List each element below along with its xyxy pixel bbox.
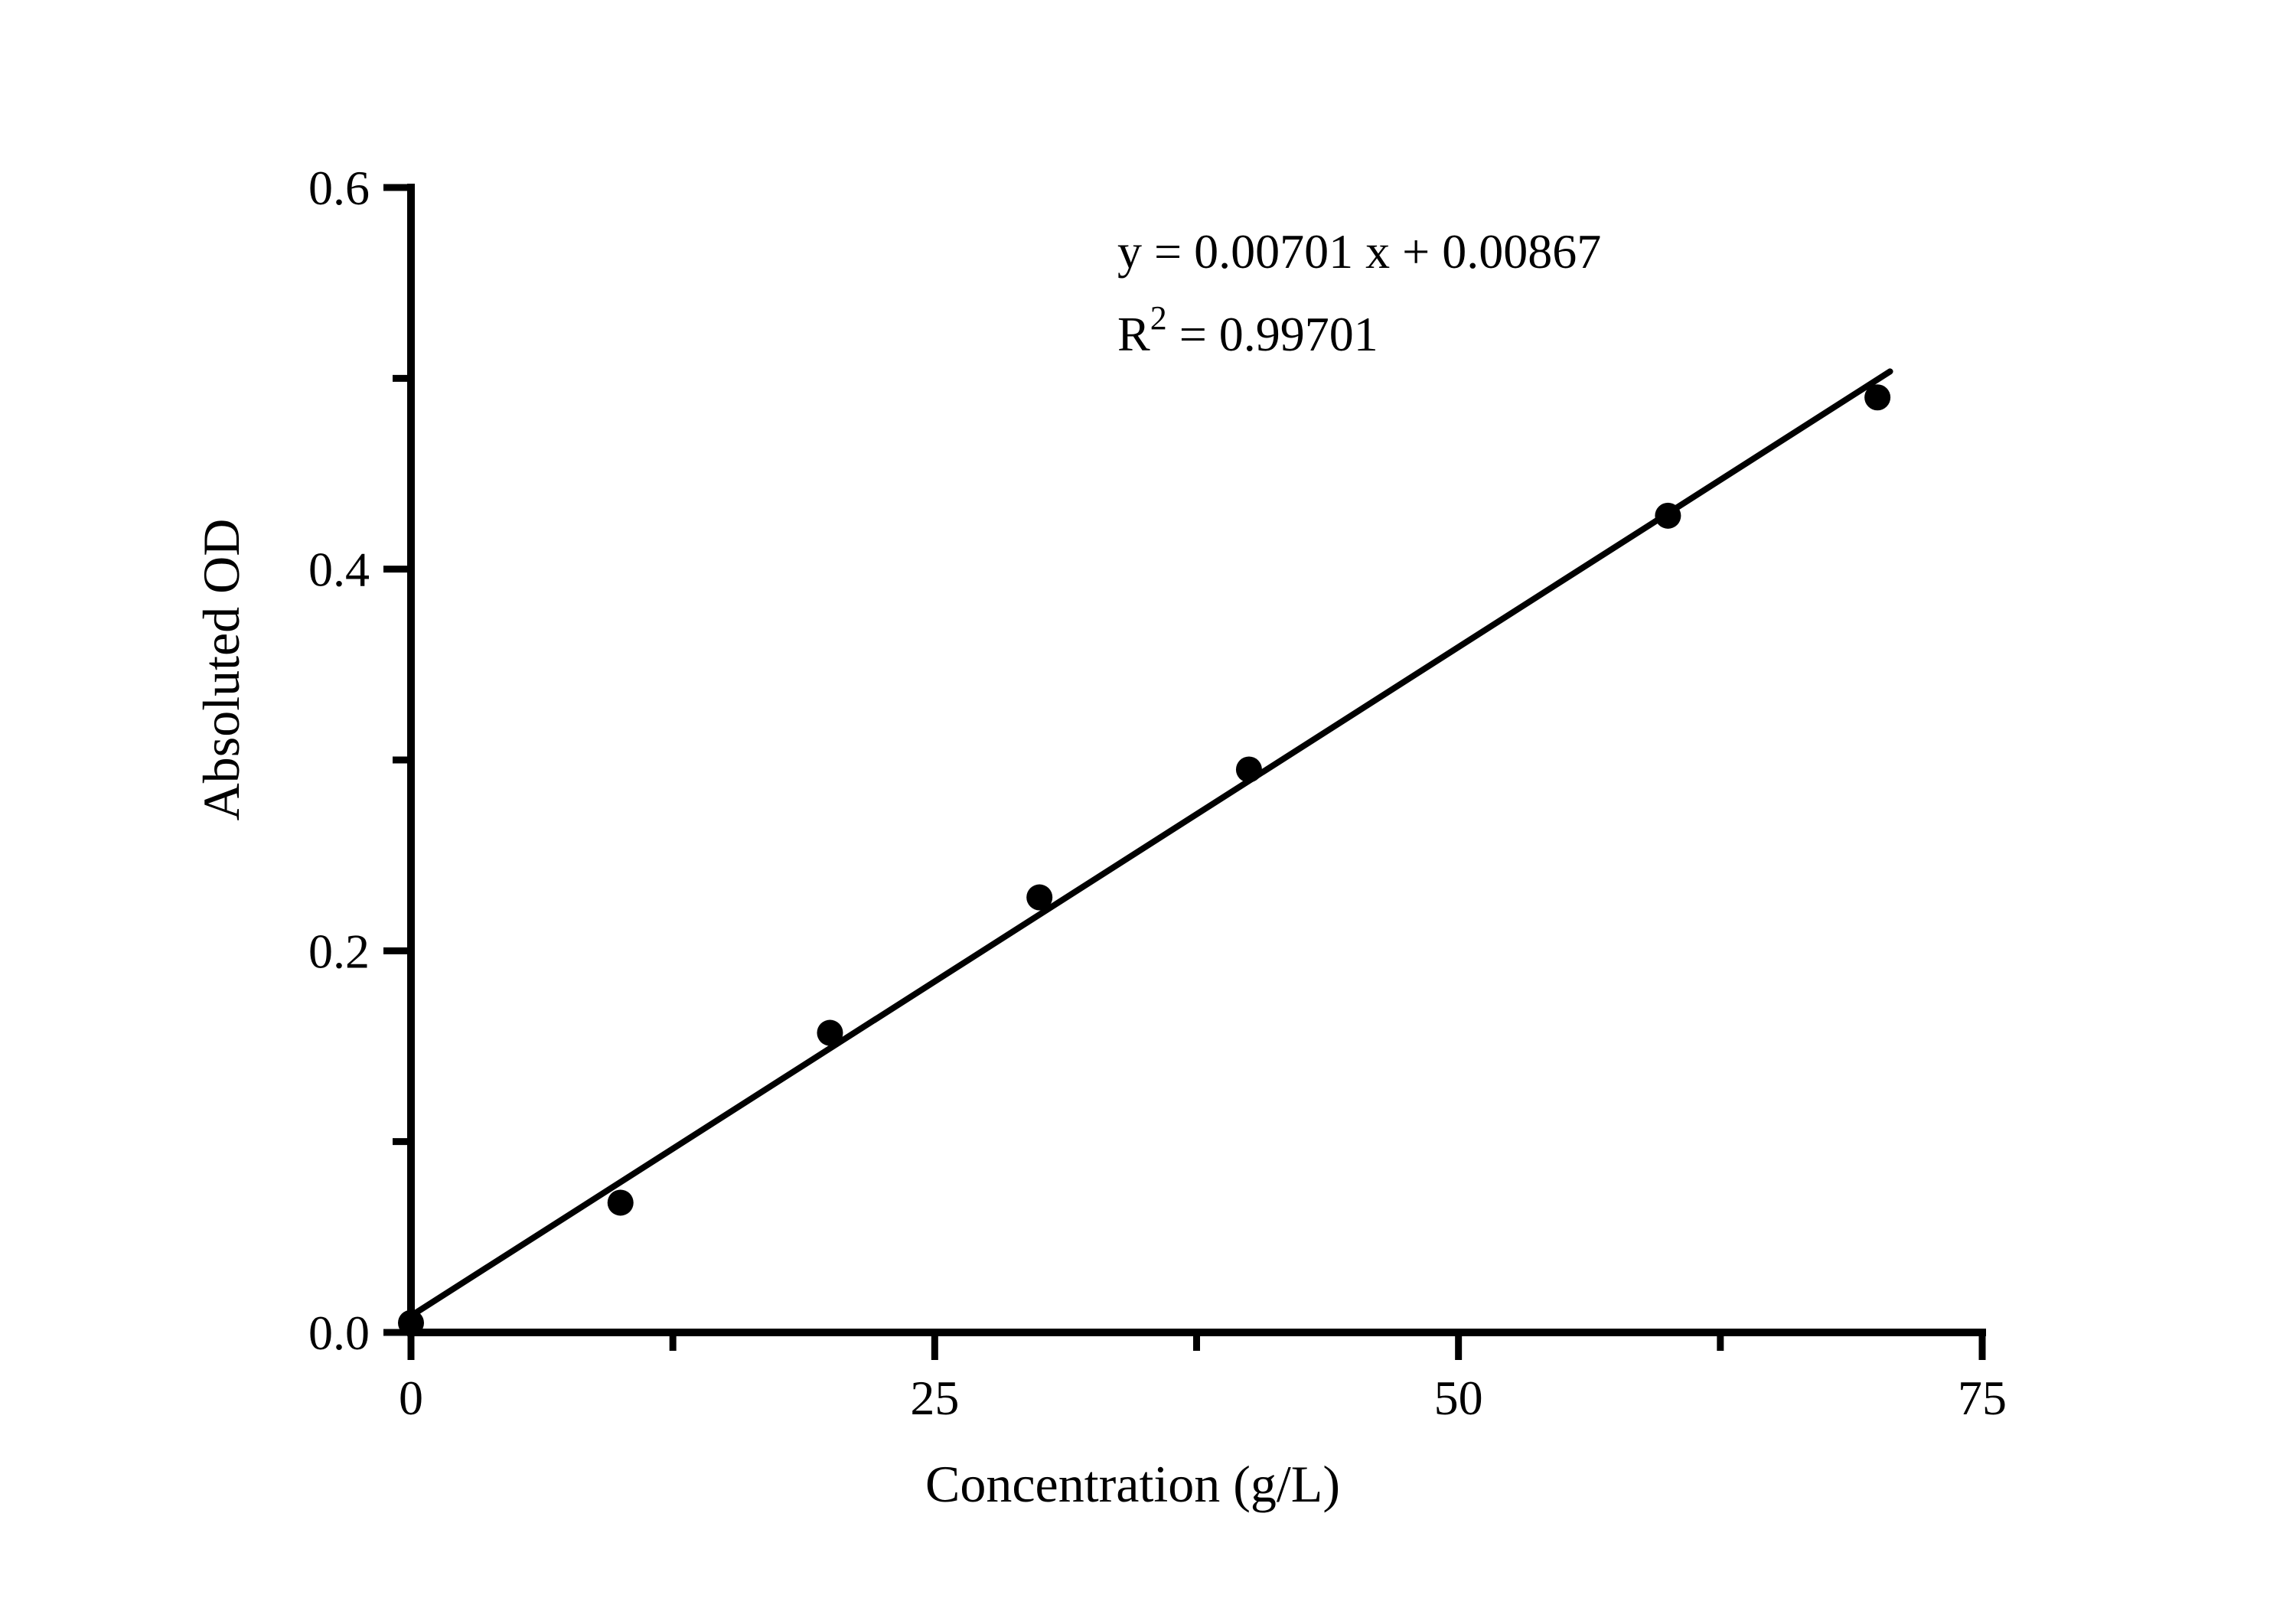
r-squared-superscript: 2 [1150, 299, 1167, 337]
fit-line [408, 368, 1893, 1319]
data-point [817, 1019, 843, 1046]
plot-layer: 0 25 50 75 0.0 0.2 0.4 0.6 [308, 161, 2007, 1425]
x-axis-title: Concentration (g/L) [925, 1455, 1340, 1513]
data-point [1864, 384, 1891, 411]
y-axis-title: Absoluted OD [192, 519, 250, 821]
r-squared-value: = 0.99701 [1179, 307, 1378, 361]
data-point [607, 1189, 634, 1216]
x-tick-label: 0 [399, 1371, 423, 1425]
y-tick-label: 0.4 [308, 543, 370, 597]
data-point [1026, 884, 1053, 911]
y-tick-label: 0.6 [308, 161, 370, 215]
r-squared-base: R [1117, 307, 1150, 361]
x-tick-label: 25 [910, 1371, 959, 1425]
y-tick-label: 0.2 [308, 924, 370, 978]
data-point [1235, 756, 1262, 783]
fit-equation-text: y = 0.00701 x + 0.00867 [1117, 224, 1601, 279]
x-tick-label: 75 [1958, 1371, 2007, 1425]
data-point [1655, 502, 1681, 529]
x-tick-label: 50 [1434, 1371, 1483, 1425]
r-squared-text: R2 = 0.99701 [1117, 299, 1378, 361]
y-tick-label: 0.0 [308, 1306, 370, 1360]
